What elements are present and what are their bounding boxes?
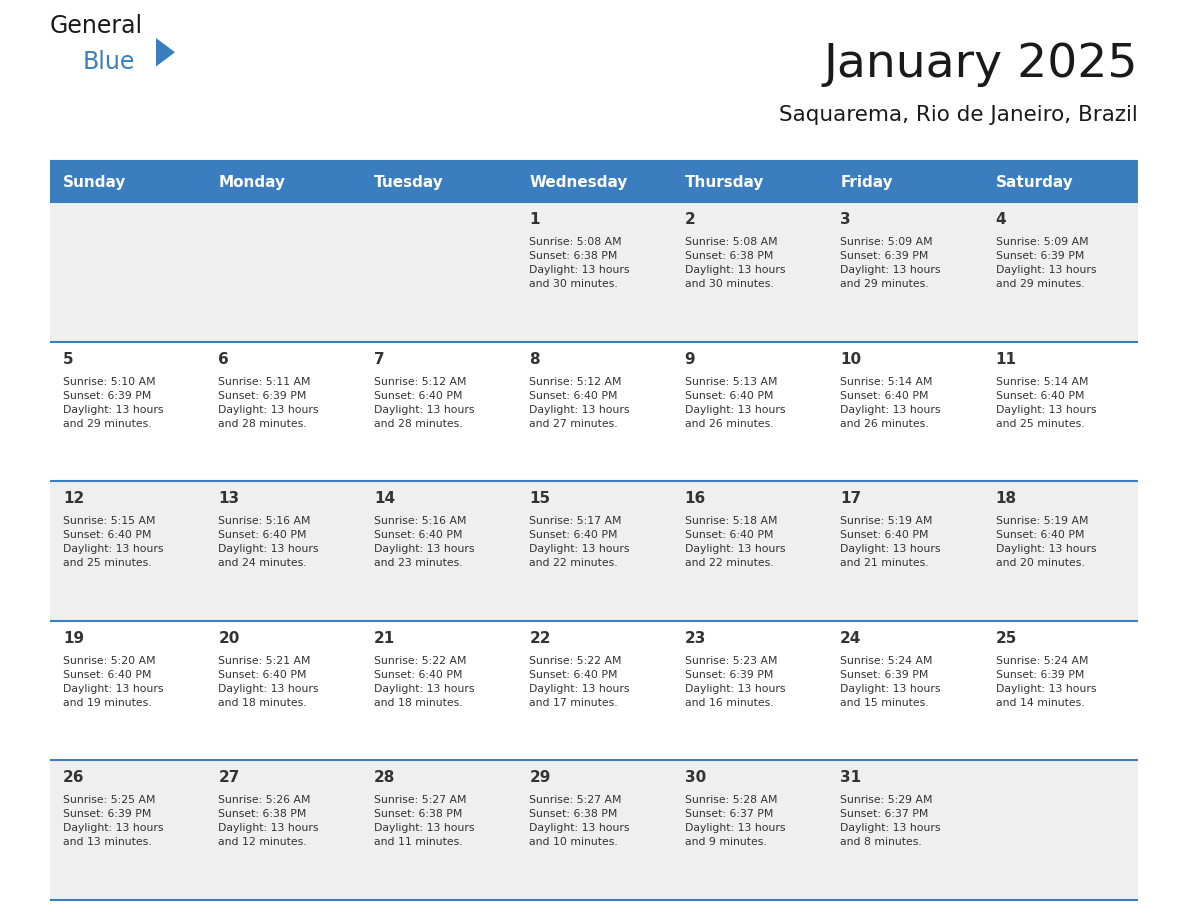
Text: 5: 5 (63, 352, 74, 366)
Text: 28: 28 (374, 770, 396, 786)
Bar (206, 162, 361, 202)
Text: Sunday: Sunday (63, 174, 126, 189)
Text: 25: 25 (996, 631, 1017, 645)
Text: Sunrise: 5:14 AM
Sunset: 6:40 PM
Daylight: 13 hours
and 26 minutes.: Sunrise: 5:14 AM Sunset: 6:40 PM Dayligh… (840, 376, 941, 429)
Text: 26: 26 (63, 770, 84, 786)
Text: 12: 12 (63, 491, 84, 506)
Text: 19: 19 (63, 631, 84, 645)
Text: Sunrise: 5:16 AM
Sunset: 6:40 PM
Daylight: 13 hours
and 24 minutes.: Sunrise: 5:16 AM Sunset: 6:40 PM Dayligh… (219, 516, 318, 568)
Text: Sunrise: 5:11 AM
Sunset: 6:39 PM
Daylight: 13 hours
and 28 minutes.: Sunrise: 5:11 AM Sunset: 6:39 PM Dayligh… (219, 376, 318, 429)
Text: Blue: Blue (83, 50, 135, 74)
Text: 3: 3 (840, 212, 851, 227)
Text: Saturday: Saturday (996, 174, 1073, 189)
Text: Sunrise: 5:24 AM
Sunset: 6:39 PM
Daylight: 13 hours
and 15 minutes.: Sunrise: 5:24 AM Sunset: 6:39 PM Dayligh… (840, 655, 941, 708)
Text: 8: 8 (530, 352, 539, 366)
Text: 1: 1 (530, 212, 539, 227)
Text: Sunrise: 5:08 AM
Sunset: 6:38 PM
Daylight: 13 hours
and 30 minutes.: Sunrise: 5:08 AM Sunset: 6:38 PM Dayligh… (530, 237, 630, 289)
Text: Sunrise: 5:26 AM
Sunset: 6:38 PM
Daylight: 13 hours
and 12 minutes.: Sunrise: 5:26 AM Sunset: 6:38 PM Dayligh… (219, 795, 318, 847)
Text: 29: 29 (530, 770, 551, 786)
Text: 15: 15 (530, 491, 550, 506)
Text: Sunrise: 5:12 AM
Sunset: 6:40 PM
Daylight: 13 hours
and 27 minutes.: Sunrise: 5:12 AM Sunset: 6:40 PM Dayligh… (530, 376, 630, 429)
Text: Sunrise: 5:08 AM
Sunset: 6:38 PM
Daylight: 13 hours
and 30 minutes.: Sunrise: 5:08 AM Sunset: 6:38 PM Dayligh… (684, 237, 785, 289)
Bar (361, 162, 517, 202)
Text: 30: 30 (684, 770, 706, 786)
Text: Sunrise: 5:19 AM
Sunset: 6:40 PM
Daylight: 13 hours
and 20 minutes.: Sunrise: 5:19 AM Sunset: 6:40 PM Dayligh… (996, 516, 1097, 568)
Text: Sunrise: 5:17 AM
Sunset: 6:40 PM
Daylight: 13 hours
and 22 minutes.: Sunrise: 5:17 AM Sunset: 6:40 PM Dayligh… (530, 516, 630, 568)
Bar (50, 162, 206, 202)
Bar (671, 162, 827, 202)
Text: Friday: Friday (840, 174, 892, 189)
Bar (982, 162, 1138, 202)
Text: Sunrise: 5:13 AM
Sunset: 6:40 PM
Daylight: 13 hours
and 26 minutes.: Sunrise: 5:13 AM Sunset: 6:40 PM Dayligh… (684, 376, 785, 429)
Text: Sunrise: 5:29 AM
Sunset: 6:37 PM
Daylight: 13 hours
and 8 minutes.: Sunrise: 5:29 AM Sunset: 6:37 PM Dayligh… (840, 795, 941, 847)
Text: Monday: Monday (219, 174, 285, 189)
Text: 4: 4 (996, 212, 1006, 227)
Bar (50, 481, 1138, 621)
Text: Thursday: Thursday (684, 174, 764, 189)
Text: 31: 31 (840, 770, 861, 786)
Text: Sunrise: 5:25 AM
Sunset: 6:39 PM
Daylight: 13 hours
and 13 minutes.: Sunrise: 5:25 AM Sunset: 6:39 PM Dayligh… (63, 795, 164, 847)
Text: Sunrise: 5:12 AM
Sunset: 6:40 PM
Daylight: 13 hours
and 28 minutes.: Sunrise: 5:12 AM Sunset: 6:40 PM Dayligh… (374, 376, 474, 429)
Text: 17: 17 (840, 491, 861, 506)
Text: 21: 21 (374, 631, 396, 645)
Text: Sunrise: 5:22 AM
Sunset: 6:40 PM
Daylight: 13 hours
and 18 minutes.: Sunrise: 5:22 AM Sunset: 6:40 PM Dayligh… (374, 655, 474, 708)
Text: 24: 24 (840, 631, 861, 645)
Text: 11: 11 (996, 352, 1017, 366)
Polygon shape (156, 38, 175, 66)
Text: 10: 10 (840, 352, 861, 366)
Text: Sunrise: 5:27 AM
Sunset: 6:38 PM
Daylight: 13 hours
and 10 minutes.: Sunrise: 5:27 AM Sunset: 6:38 PM Dayligh… (530, 795, 630, 847)
Text: 16: 16 (684, 491, 706, 506)
Text: Sunrise: 5:10 AM
Sunset: 6:39 PM
Daylight: 13 hours
and 29 minutes.: Sunrise: 5:10 AM Sunset: 6:39 PM Dayligh… (63, 376, 164, 429)
Text: Sunrise: 5:27 AM
Sunset: 6:38 PM
Daylight: 13 hours
and 11 minutes.: Sunrise: 5:27 AM Sunset: 6:38 PM Dayligh… (374, 795, 474, 847)
Text: 27: 27 (219, 770, 240, 786)
Text: 20: 20 (219, 631, 240, 645)
Text: 7: 7 (374, 352, 385, 366)
Text: 23: 23 (684, 631, 706, 645)
Bar (50, 341, 1138, 481)
Text: Sunrise: 5:21 AM
Sunset: 6:40 PM
Daylight: 13 hours
and 18 minutes.: Sunrise: 5:21 AM Sunset: 6:40 PM Dayligh… (219, 655, 318, 708)
Text: Sunrise: 5:24 AM
Sunset: 6:39 PM
Daylight: 13 hours
and 14 minutes.: Sunrise: 5:24 AM Sunset: 6:39 PM Dayligh… (996, 655, 1097, 708)
Text: General: General (50, 14, 143, 38)
Text: Sunrise: 5:23 AM
Sunset: 6:39 PM
Daylight: 13 hours
and 16 minutes.: Sunrise: 5:23 AM Sunset: 6:39 PM Dayligh… (684, 655, 785, 708)
Text: Sunrise: 5:19 AM
Sunset: 6:40 PM
Daylight: 13 hours
and 21 minutes.: Sunrise: 5:19 AM Sunset: 6:40 PM Dayligh… (840, 516, 941, 568)
Text: Sunrise: 5:15 AM
Sunset: 6:40 PM
Daylight: 13 hours
and 25 minutes.: Sunrise: 5:15 AM Sunset: 6:40 PM Dayligh… (63, 516, 164, 568)
Text: January 2025: January 2025 (823, 42, 1138, 87)
Text: Sunrise: 5:14 AM
Sunset: 6:40 PM
Daylight: 13 hours
and 25 minutes.: Sunrise: 5:14 AM Sunset: 6:40 PM Dayligh… (996, 376, 1097, 429)
Bar (50, 760, 1138, 900)
Text: Sunrise: 5:28 AM
Sunset: 6:37 PM
Daylight: 13 hours
and 9 minutes.: Sunrise: 5:28 AM Sunset: 6:37 PM Dayligh… (684, 795, 785, 847)
Text: 13: 13 (219, 491, 240, 506)
Text: Tuesday: Tuesday (374, 174, 443, 189)
Bar (827, 162, 982, 202)
Text: 22: 22 (530, 631, 551, 645)
Bar (50, 621, 1138, 760)
Text: 18: 18 (996, 491, 1017, 506)
Text: Sunrise: 5:20 AM
Sunset: 6:40 PM
Daylight: 13 hours
and 19 minutes.: Sunrise: 5:20 AM Sunset: 6:40 PM Dayligh… (63, 655, 164, 708)
Text: 2: 2 (684, 212, 695, 227)
Text: Sunrise: 5:09 AM
Sunset: 6:39 PM
Daylight: 13 hours
and 29 minutes.: Sunrise: 5:09 AM Sunset: 6:39 PM Dayligh… (840, 237, 941, 289)
Text: Sunrise: 5:16 AM
Sunset: 6:40 PM
Daylight: 13 hours
and 23 minutes.: Sunrise: 5:16 AM Sunset: 6:40 PM Dayligh… (374, 516, 474, 568)
Text: Sunrise: 5:18 AM
Sunset: 6:40 PM
Daylight: 13 hours
and 22 minutes.: Sunrise: 5:18 AM Sunset: 6:40 PM Dayligh… (684, 516, 785, 568)
Bar (50, 202, 1138, 341)
Text: Wednesday: Wednesday (530, 174, 627, 189)
Text: Saquarema, Rio de Janeiro, Brazil: Saquarema, Rio de Janeiro, Brazil (779, 105, 1138, 125)
Text: 9: 9 (684, 352, 695, 366)
Text: Sunrise: 5:22 AM
Sunset: 6:40 PM
Daylight: 13 hours
and 17 minutes.: Sunrise: 5:22 AM Sunset: 6:40 PM Dayligh… (530, 655, 630, 708)
Text: 6: 6 (219, 352, 229, 366)
Text: 14: 14 (374, 491, 394, 506)
Bar (517, 162, 671, 202)
Text: Sunrise: 5:09 AM
Sunset: 6:39 PM
Daylight: 13 hours
and 29 minutes.: Sunrise: 5:09 AM Sunset: 6:39 PM Dayligh… (996, 237, 1097, 289)
